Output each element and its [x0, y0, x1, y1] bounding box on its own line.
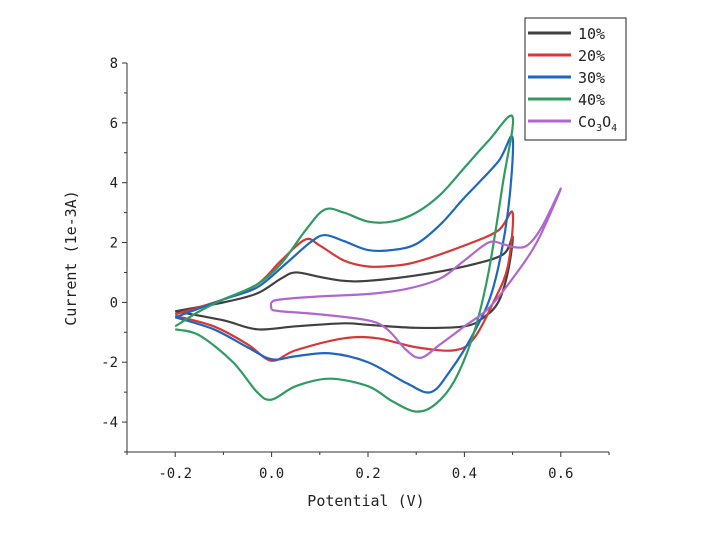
y-tick-label: 0 — [110, 295, 118, 311]
legend-label: 30% — [578, 69, 605, 87]
x-tick-label: 0.4 — [452, 466, 477, 482]
x-tick-label: 0.0 — [259, 466, 284, 482]
y-tick-label: 4 — [110, 176, 118, 192]
y-tick-label: -4 — [101, 415, 118, 431]
legend-label: 20% — [578, 47, 605, 65]
x-tick-label: 0.6 — [548, 466, 573, 482]
x-axis-label: Potential (V) — [307, 492, 424, 510]
y-tick-label: 8 — [110, 56, 118, 72]
plot-area — [174, 114, 562, 413]
series-line-co3o4 — [269, 187, 562, 359]
x-tick-label: -0.2 — [158, 466, 192, 482]
y-tick-label: 2 — [110, 236, 118, 252]
series-line-10pct — [174, 235, 514, 331]
series-line-40pct — [174, 114, 515, 413]
legend-label: 10% — [578, 25, 605, 43]
axes: -0.2 0.0 0.2 0.4 0.6 -4 -2 0 2 4 6 8 — [101, 56, 610, 482]
legend-label: 40% — [578, 91, 605, 109]
series-line-30pct — [174, 134, 515, 394]
x-tick-label: 0.2 — [355, 466, 380, 482]
y-tick-label: 6 — [110, 116, 118, 132]
series-line-20pct — [174, 210, 515, 362]
y-axis-label: Current (1e-3A) — [62, 190, 80, 325]
legend: 10% 20% 30% 40% Co3O4 — [524, 17, 627, 141]
legend-label: Co3O4 — [578, 113, 617, 134]
y-tick-label: -2 — [101, 355, 118, 371]
